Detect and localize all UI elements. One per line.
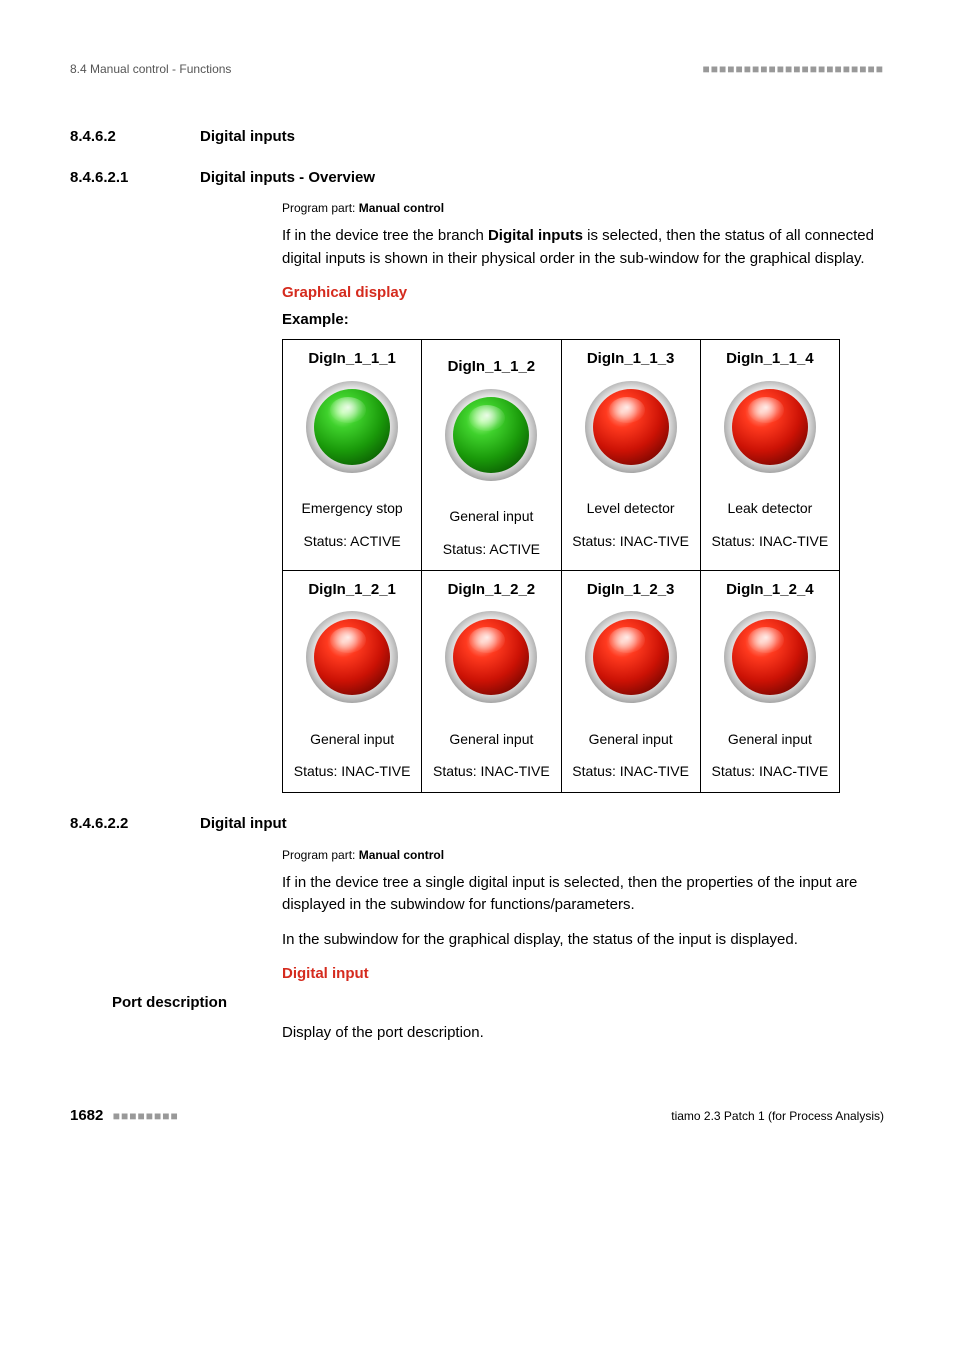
digin-name: DigIn_1_1_1 xyxy=(289,348,415,371)
status-indicator-icon xyxy=(585,611,677,703)
section-number: 8.4.6.2.1 xyxy=(70,167,200,190)
page-number: 1682 xyxy=(70,1107,103,1124)
paragraph: In the subwindow for the graphical displ… xyxy=(282,929,884,952)
program-part-line: Program part: Manual control xyxy=(282,846,884,864)
digin-label: Leak detector xyxy=(707,489,833,529)
digin-name: DigIn_1_1_2 xyxy=(428,356,554,379)
digin-name: DigIn_1_1_3 xyxy=(568,348,694,371)
program-part-value: Manual control xyxy=(359,201,444,215)
program-part-prefix: Program part: xyxy=(282,848,359,862)
graphical-display-heading: Graphical display xyxy=(282,282,884,305)
footer-dashes: ■■■■■■■■ xyxy=(113,1109,179,1123)
digital-input-heading: Digital input xyxy=(282,963,884,986)
header-dashes: ■■■■■■■■■■■■■■■■■■■■■■ xyxy=(703,60,884,78)
digin-cell: DigIn_1_1_2 General input Status: ACTIVE xyxy=(422,340,561,571)
digin-label: General input xyxy=(289,719,415,759)
example-label: Example: xyxy=(282,309,884,332)
section-row: 8.4.6.2 Digital inputs xyxy=(70,126,884,149)
status-indicator-icon xyxy=(724,381,816,473)
digin-label: General input xyxy=(428,719,554,759)
digin-cell: DigIn_1_1_1 Emergency stop Status: ACTIV… xyxy=(283,340,422,571)
paragraph: If in the device tree a single digital i… xyxy=(282,872,884,917)
section-number: 8.4.6.2 xyxy=(70,126,200,149)
section-row: 8.4.6.2.2 Digital input xyxy=(70,813,884,836)
digin-label: Emergency stop xyxy=(289,489,415,529)
digin-status: Status: INAC-TIVE xyxy=(289,761,415,782)
digin-label: General input xyxy=(428,497,554,537)
program-part-line: Program part: Manual control xyxy=(282,199,884,217)
digin-cell: DigIn_1_1_4 Leak detector Status: INAC-T… xyxy=(700,340,839,571)
section-title: Digital inputs xyxy=(200,126,295,149)
status-indicator-icon xyxy=(585,381,677,473)
content-block: Program part: Manual control If in the d… xyxy=(282,846,884,986)
status-indicator-icon xyxy=(306,381,398,473)
digin-label: Level detector xyxy=(568,489,694,529)
paragraph: Display of the port description. xyxy=(282,1022,884,1045)
digin-cell: DigIn_1_2_4 General input Status: INAC-T… xyxy=(700,570,839,793)
footer-product: tiamo 2.3 Patch 1 (for Process Analysis) xyxy=(671,1107,884,1125)
section-title: Digital input xyxy=(200,813,287,836)
digin-status: Status: INAC-TIVE xyxy=(428,761,554,782)
paragraph: If in the device tree the branch Digital… xyxy=(282,225,884,270)
digin-cell: DigIn_1_2_3 General input Status: INAC-T… xyxy=(561,570,700,793)
digin-name: DigIn_1_1_4 xyxy=(707,348,833,371)
status-indicator-icon xyxy=(306,611,398,703)
page-footer: 1682 ■■■■■■■■ tiamo 2.3 Patch 1 (for Pro… xyxy=(70,1105,884,1128)
page-header: 8.4 Manual control - Functions ■■■■■■■■■… xyxy=(70,60,884,78)
digin-name: DigIn_1_2_1 xyxy=(289,579,415,602)
digin-name: DigIn_1_2_2 xyxy=(428,579,554,602)
digin-status: Status: INAC-TIVE xyxy=(707,761,833,782)
section-number: 8.4.6.2.2 xyxy=(70,813,200,836)
port-description-heading: Port description xyxy=(112,992,884,1015)
digin-cell: DigIn_1_2_2 General input Status: INAC-T… xyxy=(422,570,561,793)
program-part-prefix: Program part: xyxy=(282,201,359,215)
digin-status: Status: INAC-TIVE xyxy=(568,761,694,782)
section-title: Digital inputs - Overview xyxy=(200,167,375,190)
digin-status: Status: INAC-TIVE xyxy=(568,531,694,552)
digin-status: Status: ACTIVE xyxy=(428,539,554,560)
digin-cell: DigIn_1_2_1 General input Status: INAC-T… xyxy=(283,570,422,793)
content-block: Program part: Manual control If in the d… xyxy=(282,199,884,793)
inline-bold: Digital inputs xyxy=(488,227,583,244)
digin-label: General input xyxy=(568,719,694,759)
status-indicator-icon xyxy=(445,389,537,481)
digin-status: Status: ACTIVE xyxy=(289,531,415,552)
digin-label: General input xyxy=(707,719,833,759)
status-indicator-icon xyxy=(445,611,537,703)
program-part-value: Manual control xyxy=(359,848,444,862)
digin-cell: DigIn_1_1_3 Level detector Status: INAC-… xyxy=(561,340,700,571)
digin-status: Status: INAC-TIVE xyxy=(707,531,833,552)
content-block: Display of the port description. xyxy=(282,1022,884,1045)
digin-name: DigIn_1_2_3 xyxy=(568,579,694,602)
digin-name: DigIn_1_2_4 xyxy=(707,579,833,602)
header-section-path: 8.4 Manual control - Functions xyxy=(70,60,231,78)
status-indicator-icon xyxy=(724,611,816,703)
section-row: 8.4.6.2.1 Digital inputs - Overview xyxy=(70,167,884,190)
digital-inputs-grid: DigIn_1_1_1 Emergency stop Status: ACTIV… xyxy=(282,339,840,793)
